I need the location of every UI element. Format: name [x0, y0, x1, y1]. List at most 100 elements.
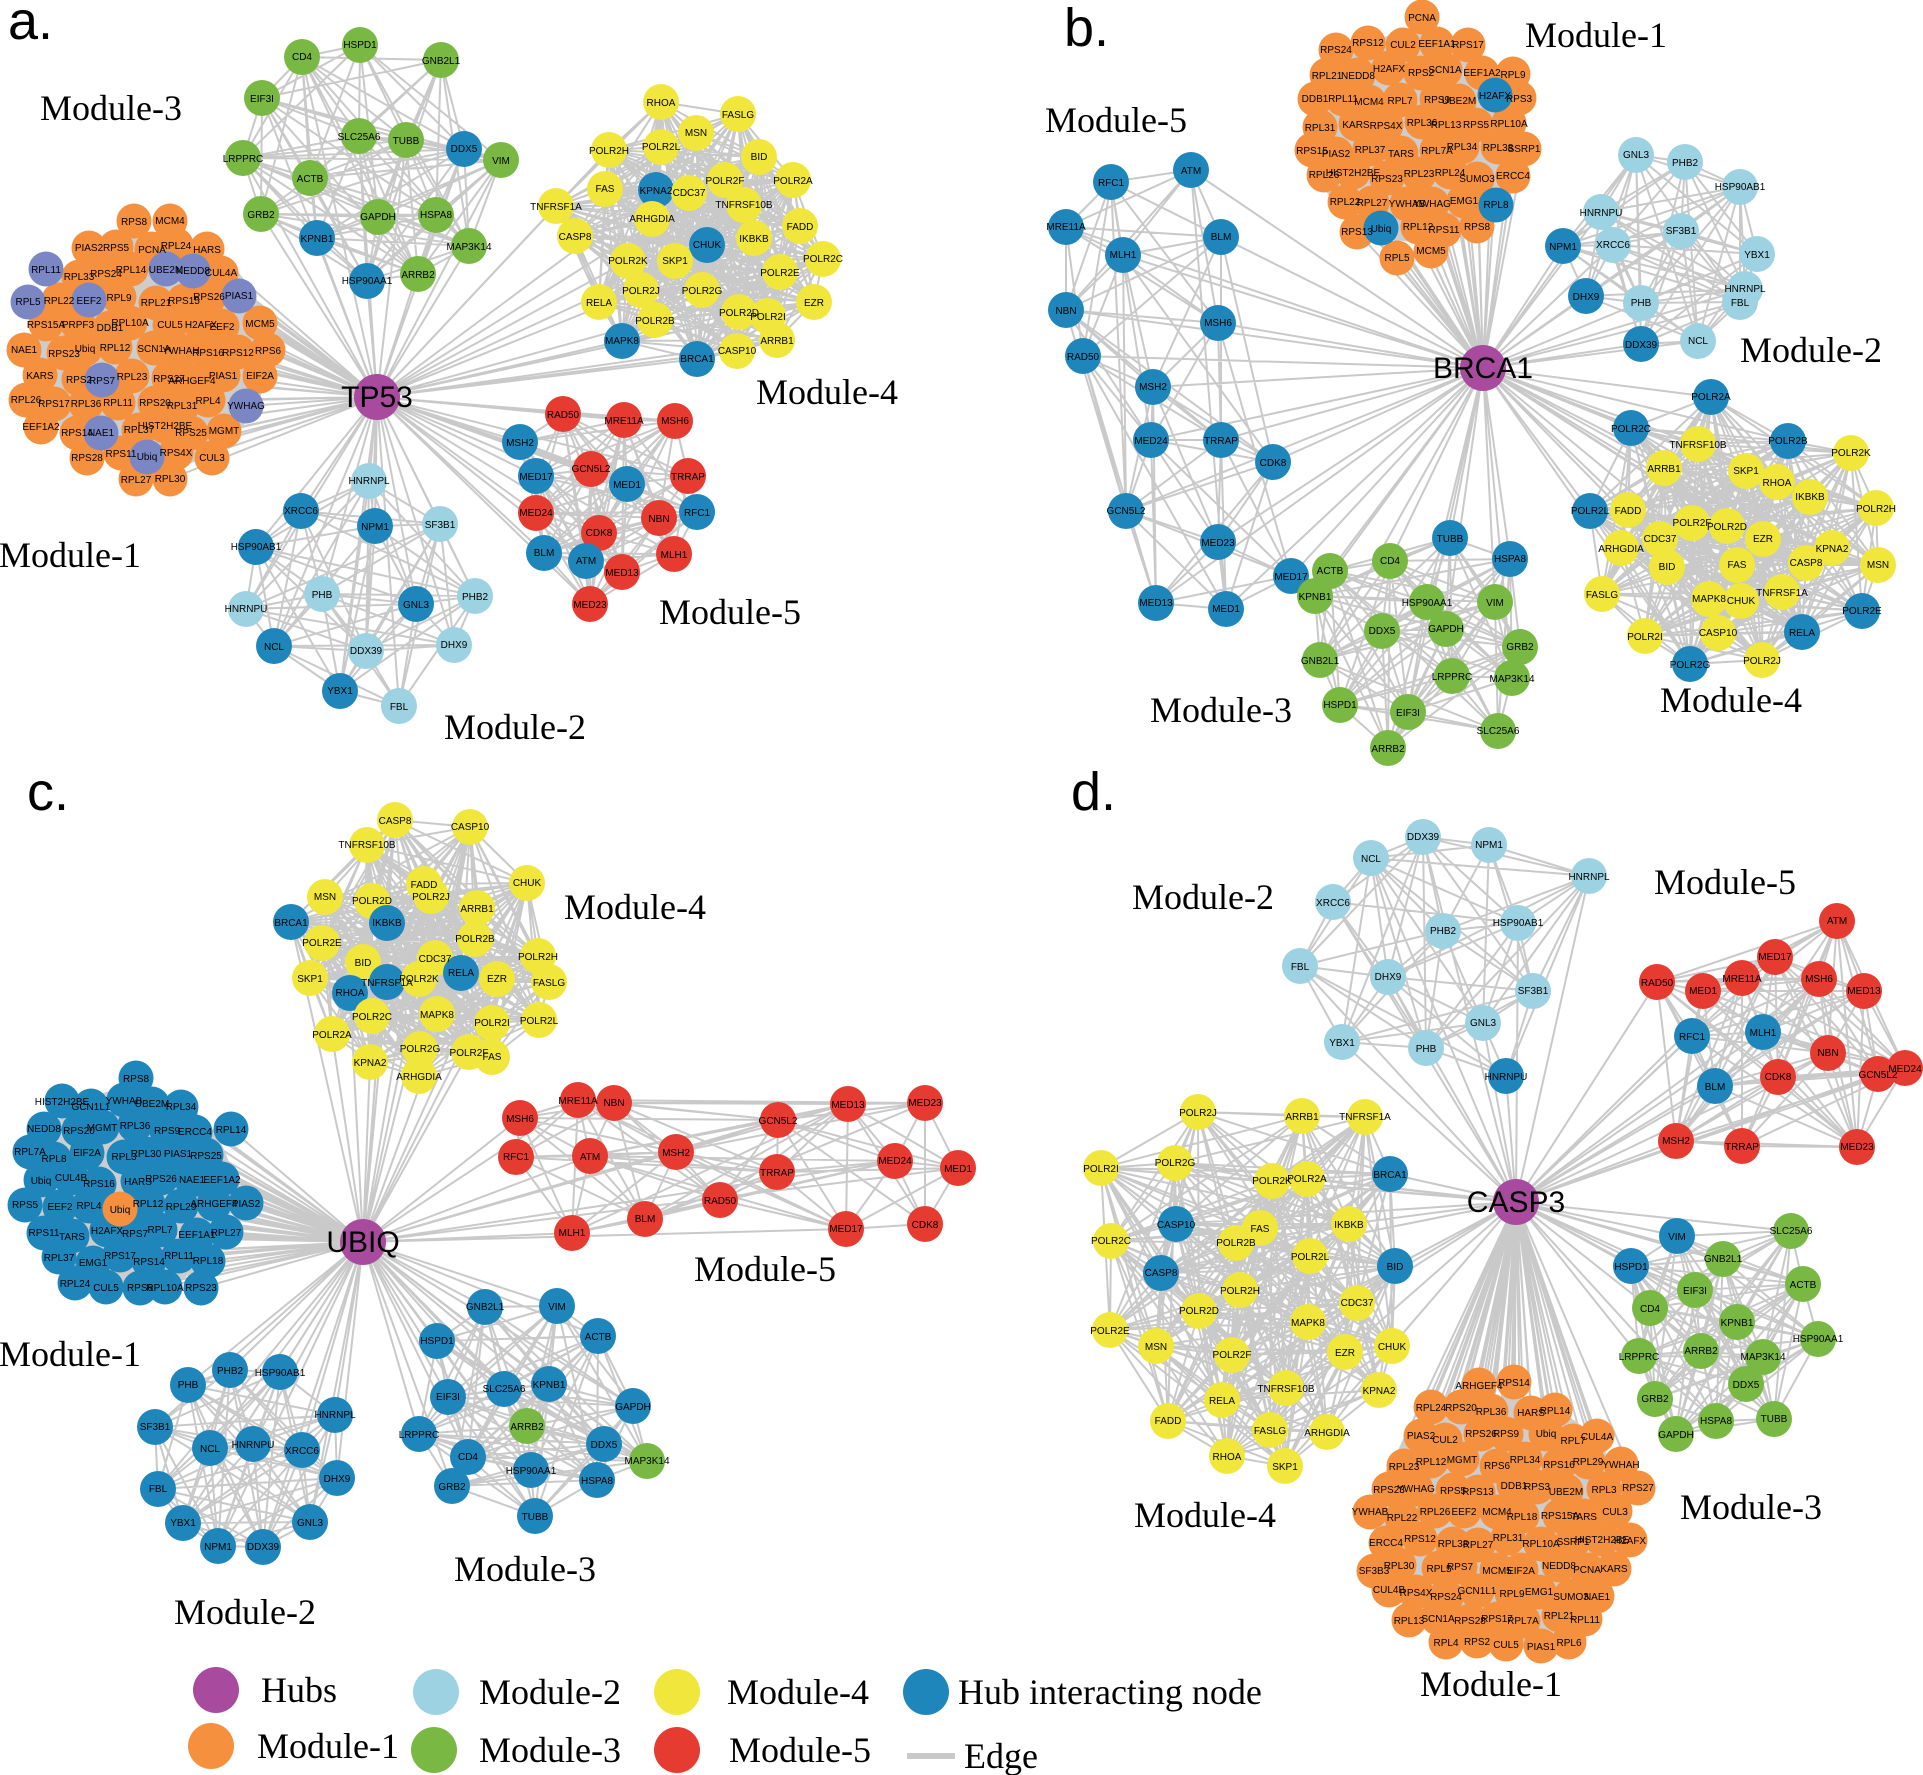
svg-text:RPS15: RPS15 — [168, 296, 200, 307]
svg-text:EEF1A2: EEF1A2 — [203, 1175, 241, 1186]
svg-text:MED1: MED1 — [1212, 604, 1240, 615]
svg-text:CHUK: CHUK — [513, 878, 542, 889]
svg-text:RPS11: RPS11 — [1429, 225, 1460, 236]
svg-text:EZR: EZR — [487, 974, 507, 985]
svg-text:FASLG: FASLG — [722, 110, 754, 121]
svg-text:RPS17: RPS17 — [1481, 1614, 1513, 1625]
svg-text:CDK8: CDK8 — [586, 528, 613, 539]
svg-text:Module-4: Module-4 — [727, 1672, 869, 1712]
svg-text:ATM: ATM — [580, 1152, 600, 1163]
svg-text:ERCC4: ERCC4 — [1369, 1538, 1403, 1549]
svg-text:GCN5L2: GCN5L2 — [1107, 506, 1146, 517]
svg-text:HSPD1: HSPD1 — [420, 1336, 454, 1347]
svg-text:MAP3K14: MAP3K14 — [1740, 1352, 1785, 1363]
svg-text:NEDD8: NEDD8 — [1542, 1561, 1576, 1572]
svg-text:MRE11A: MRE11A — [604, 416, 644, 427]
svg-text:BLM: BLM — [635, 1214, 656, 1225]
svg-text:EMG1: EMG1 — [1450, 196, 1479, 207]
svg-text:RFC1: RFC1 — [503, 1152, 530, 1163]
svg-text:RPS12: RPS12 — [1352, 38, 1384, 49]
svg-text:RPL12: RPL12 — [133, 1199, 164, 1210]
svg-text:RPS2: RPS2 — [1408, 68, 1435, 79]
svg-text:TARS: TARS — [1388, 149, 1414, 160]
svg-text:RPL34: RPL34 — [1510, 1455, 1541, 1466]
svg-text:UBE2M: UBE2M — [1549, 1487, 1583, 1498]
svg-text:Module-3: Module-3 — [479, 1730, 621, 1770]
svg-text:MED17: MED17 — [519, 472, 553, 483]
svg-text:SLC25A6: SLC25A6 — [1477, 726, 1520, 737]
svg-text:POLR2I: POLR2I — [1083, 1164, 1119, 1175]
svg-text:Module-3: Module-3 — [454, 1549, 596, 1589]
svg-text:GAPDH: GAPDH — [1658, 1430, 1694, 1441]
svg-text:CUL4B: CUL4B — [55, 1173, 88, 1184]
svg-text:RPL29: RPL29 — [1573, 1457, 1604, 1468]
svg-text:MED23: MED23 — [1840, 1142, 1874, 1153]
svg-text:CD4: CD4 — [1640, 1304, 1660, 1315]
svg-text:GNL3: GNL3 — [297, 1518, 324, 1529]
svg-text:RAD50: RAD50 — [704, 1196, 737, 1207]
svg-text:FADD: FADD — [1155, 1416, 1182, 1427]
svg-text:ARRB2: ARRB2 — [1684, 1346, 1718, 1357]
svg-text:RPS5: RPS5 — [1440, 1486, 1467, 1497]
svg-text:HNRNPL: HNRNPL — [1568, 872, 1610, 883]
svg-text:GAPDH: GAPDH — [615, 1402, 651, 1413]
svg-text:LRPPRC: LRPPRC — [223, 154, 264, 165]
svg-text:RPL37: RPL37 — [44, 1253, 75, 1264]
svg-text:FASLG: FASLG — [533, 978, 565, 989]
svg-text:DDX39: DDX39 — [1625, 340, 1658, 351]
svg-text:MSN: MSN — [685, 128, 707, 139]
svg-text:POLR2A: POLR2A — [1691, 392, 1731, 403]
svg-text:MGMT: MGMT — [87, 1123, 118, 1134]
svg-text:SLC25A6: SLC25A6 — [483, 1384, 526, 1395]
svg-text:GRB2: GRB2 — [438, 1482, 466, 1493]
svg-text:Module-5: Module-5 — [659, 592, 801, 632]
svg-text:RPS8: RPS8 — [1464, 222, 1491, 233]
svg-text:RPL24: RPL24 — [60, 1279, 91, 1290]
svg-text:POLR2L: POLR2L — [1571, 506, 1610, 517]
svg-text:CASP8: CASP8 — [379, 816, 412, 827]
svg-text:SKP1: SKP1 — [1733, 466, 1759, 477]
svg-text:Ubiq: Ubiq — [1371, 224, 1392, 235]
svg-text:PHB: PHB — [1416, 1044, 1437, 1055]
svg-text:CHUK: CHUK — [693, 240, 722, 251]
svg-text:RPS2: RPS2 — [66, 375, 93, 386]
svg-text:NCL: NCL — [1361, 854, 1381, 865]
svg-text:POLR2J: POLR2J — [412, 892, 450, 903]
svg-text:MSN: MSN — [1867, 560, 1889, 571]
svg-text:SF3B1: SF3B1 — [1518, 986, 1549, 997]
svg-text:EMG1: EMG1 — [79, 1258, 108, 1269]
svg-text:RPL10A: RPL10A — [1522, 1539, 1560, 1550]
svg-text:DDX39: DDX39 — [247, 1542, 280, 1553]
svg-text:EMG1: EMG1 — [1525, 1587, 1554, 1598]
svg-text:PCNA: PCNA — [138, 245, 166, 256]
svg-text:NAE1: NAE1 — [1584, 1592, 1611, 1603]
svg-text:MCM5: MCM5 — [1416, 246, 1446, 257]
svg-text:DDX39: DDX39 — [350, 646, 383, 657]
svg-text:CUL5: CUL5 — [157, 320, 183, 331]
svg-text:Module-4: Module-4 — [1660, 680, 1802, 720]
svg-text:HSP90AA1: HSP90AA1 — [342, 276, 393, 287]
svg-text:IKBKB: IKBKB — [1334, 1220, 1364, 1231]
svg-text:MAPK8: MAPK8 — [1291, 1318, 1325, 1329]
svg-text:ACTB: ACTB — [1790, 1280, 1817, 1291]
svg-text:Module-3: Module-3 — [1150, 690, 1292, 730]
svg-text:POLR2F: POLR2F — [450, 1048, 489, 1059]
svg-text:CUL5: CUL5 — [93, 1283, 119, 1294]
svg-text:RPL4: RPL4 — [195, 396, 220, 407]
svg-text:MAP3K14: MAP3K14 — [446, 242, 491, 253]
svg-text:Module-5: Module-5 — [1654, 862, 1796, 902]
svg-text:ARRB2: ARRB2 — [401, 270, 435, 281]
svg-text:GCN5L2: GCN5L2 — [572, 464, 611, 475]
svg-text:RPL36: RPL36 — [1476, 1407, 1507, 1418]
svg-text:EIF2A: EIF2A — [246, 371, 274, 382]
svg-text:MED1: MED1 — [944, 1164, 972, 1175]
svg-text:BLM: BLM — [1211, 232, 1232, 243]
svg-text:EIF3I: EIF3I — [436, 1392, 460, 1403]
svg-text:Module-1: Module-1 — [0, 535, 141, 575]
svg-text:POLR2A: POLR2A — [312, 1030, 352, 1041]
svg-text:CDC37: CDC37 — [1644, 534, 1677, 545]
svg-text:RPS6: RPS6 — [1484, 1461, 1511, 1472]
svg-text:TUBB: TUBB — [1761, 1414, 1788, 1425]
svg-text:RPL31: RPL31 — [1493, 1533, 1524, 1544]
svg-text:RPL27: RPL27 — [121, 475, 152, 486]
